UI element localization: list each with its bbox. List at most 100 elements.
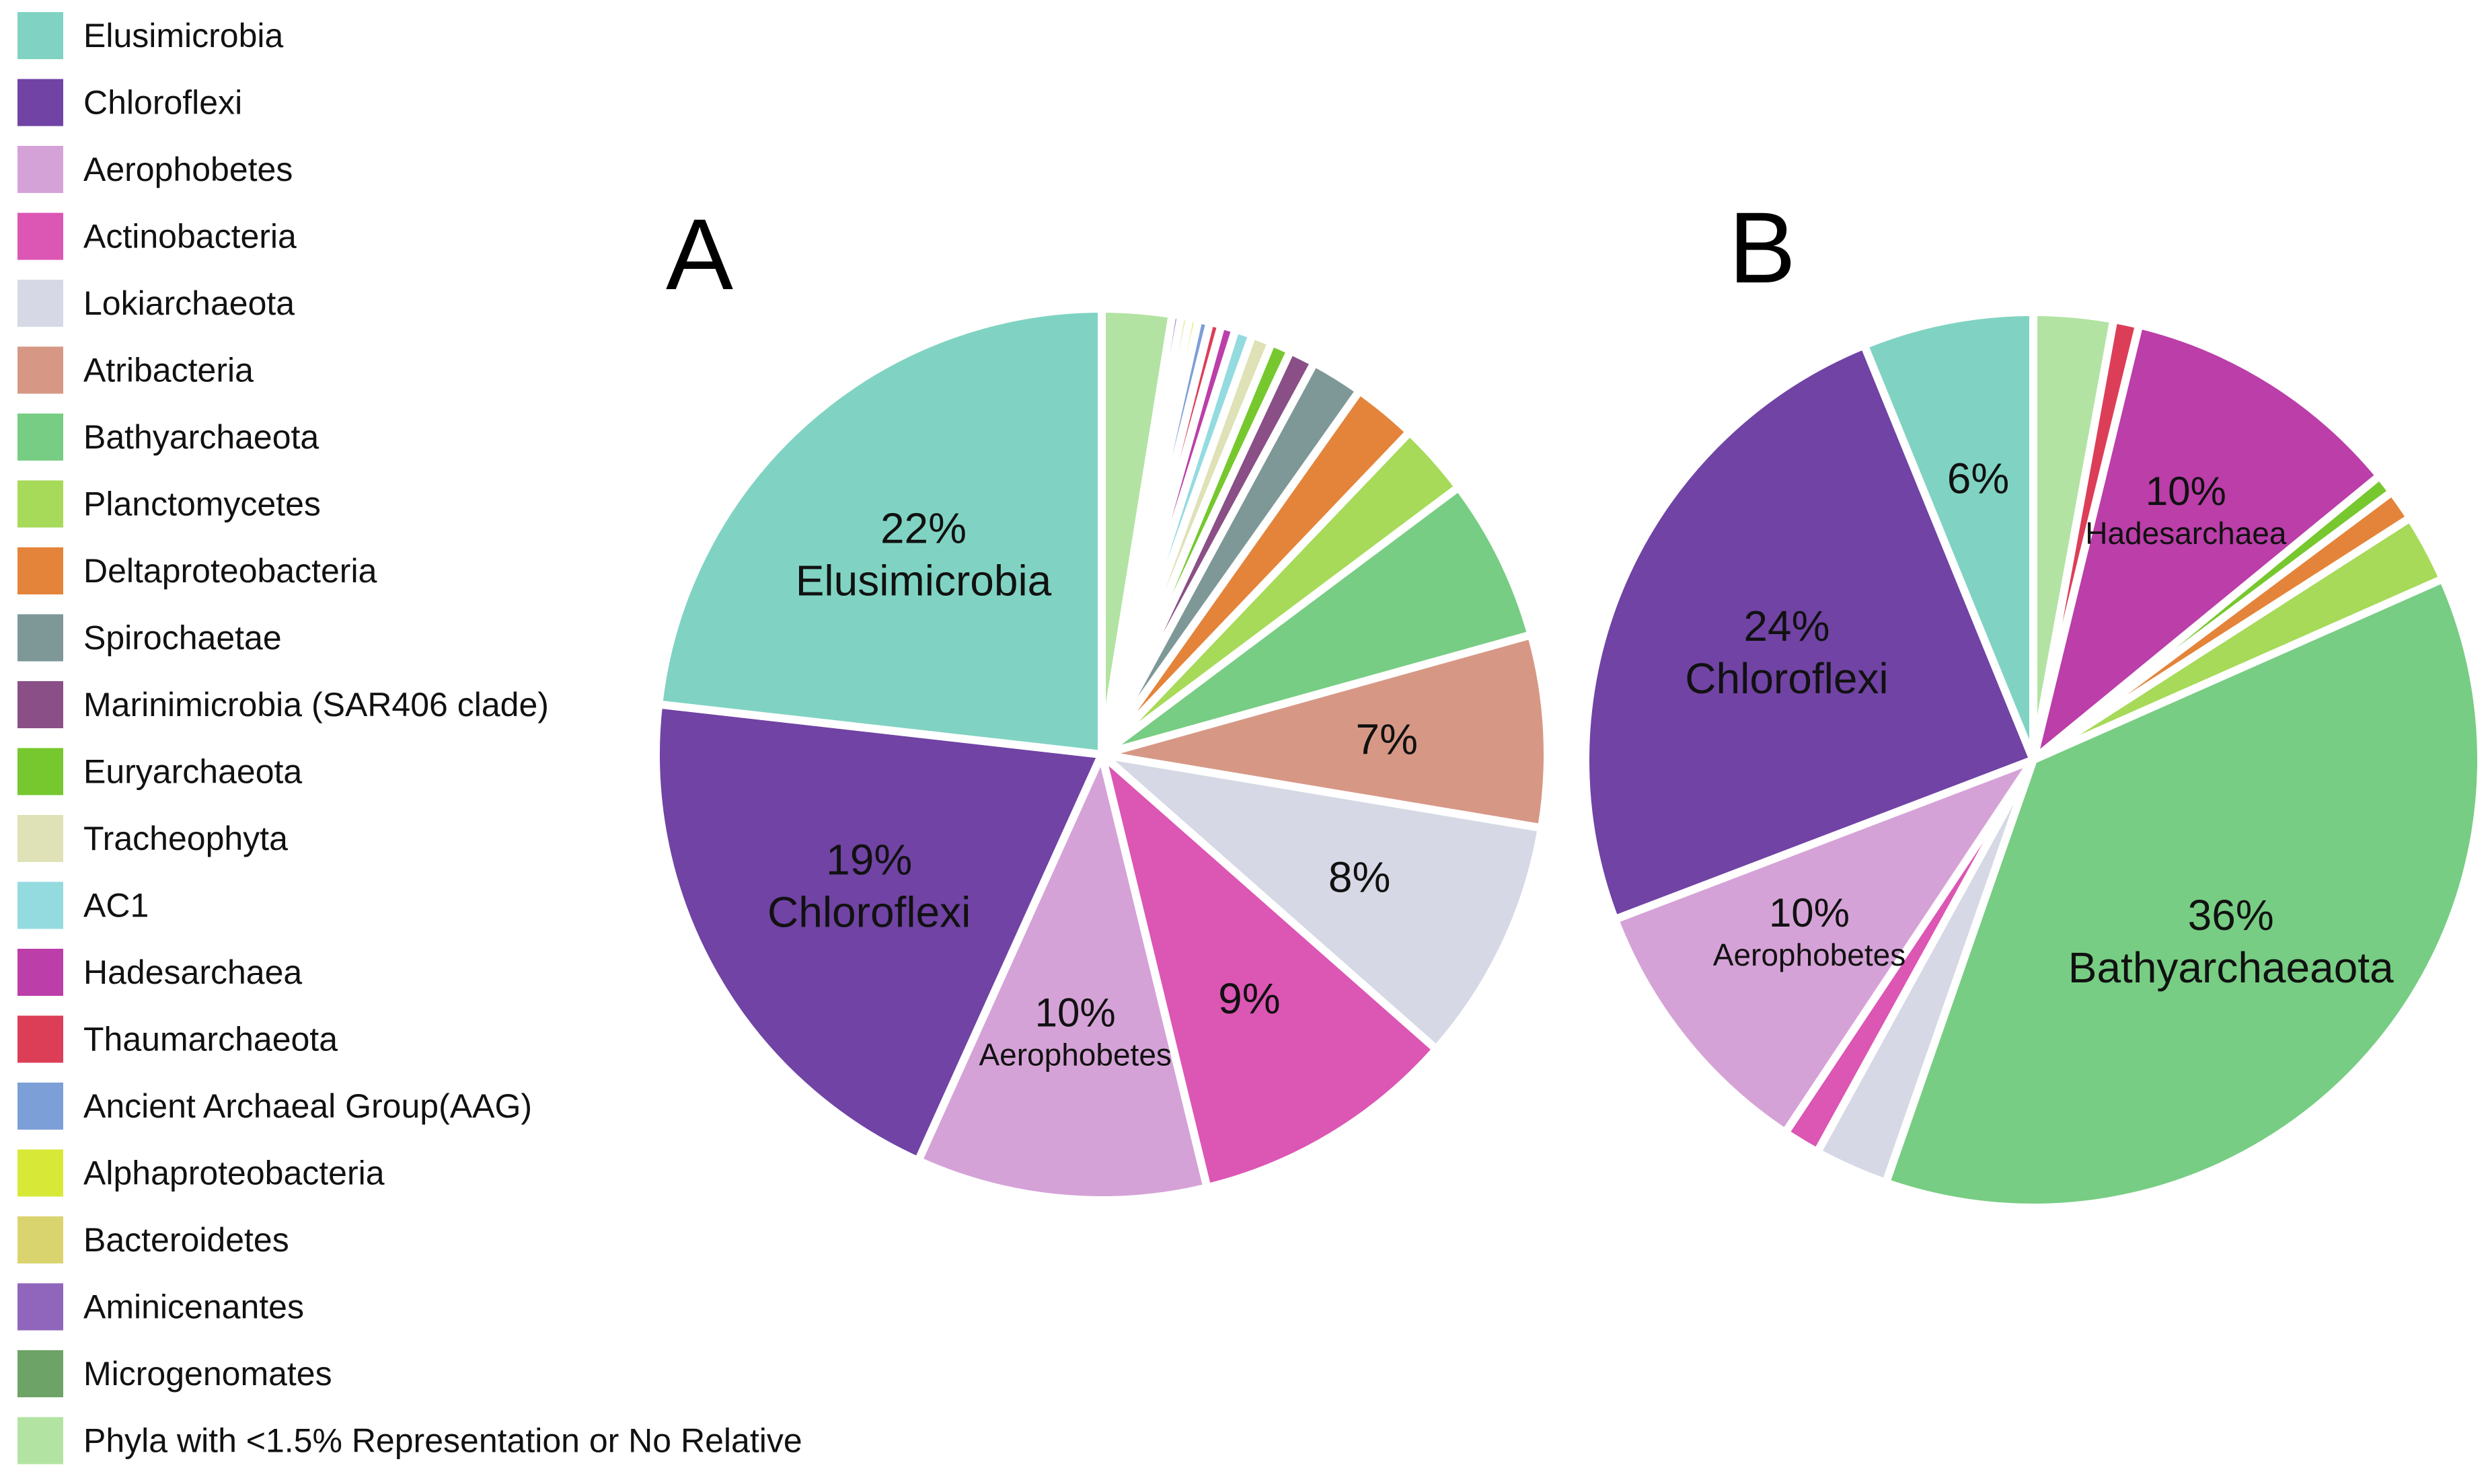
legend-item: Thaumarchaeota [17, 1015, 338, 1063]
legend-swatch-other [17, 1417, 63, 1465]
slice-percent-label: 22% [880, 504, 967, 552]
legend-item: Bacteroidetes [17, 1216, 289, 1263]
slice-percent-label: 8% [1328, 853, 1391, 901]
legend-swatch-hadesarchaea [17, 949, 63, 996]
legend-item: Atribacteria [17, 346, 254, 394]
legend-item: AC1 [17, 882, 149, 929]
legend-label: Deltaproteobacteria [83, 552, 377, 590]
legend-swatch-euryarchaeota [17, 748, 63, 795]
legend-swatch-ac1 [17, 882, 63, 929]
legend-label: Planctomycetes [83, 485, 321, 523]
panel-b-title: B [1729, 191, 1796, 304]
legend-item: Aminicenantes [17, 1283, 304, 1331]
legend-swatch-actinobacteria [17, 212, 63, 260]
legend-label: Marinimicrobia (SAR406 clade) [83, 686, 549, 724]
legend-label: AC1 [83, 887, 149, 925]
legend-item: Alphaproteobacteria [17, 1149, 385, 1197]
slice-percent-label: 7% [1355, 715, 1418, 764]
legend-item: Marinimicrobia (SAR406 clade) [17, 681, 549, 728]
legend-item: Lokiarchaeota [17, 280, 295, 327]
legend-swatch-chloroflexi [17, 79, 63, 126]
legend-label: Euryarchaeota [83, 753, 302, 791]
legend-swatch-aminicenantes [17, 1283, 63, 1331]
slice-name-label: Hadesarchaea [2085, 516, 2287, 551]
slice-name-label: Chloroflexi [767, 888, 971, 937]
legend-label: Elusimicrobia [83, 17, 284, 54]
pie-chart-a: 7% 8% 9% 10%Aerophobetes 19%Chloroflexi 22%El… [652, 305, 1552, 1204]
slice-percent-label: 6% [1947, 455, 2010, 503]
legend-label: Hadesarchaea [83, 953, 302, 991]
slice-hadesarchaea [2029, 320, 2384, 764]
slice-name-label: Chloroflexi [1685, 654, 1888, 703]
legend-swatch-tracheophyta [17, 815, 63, 862]
legend-swatch-atribacteria [17, 346, 63, 394]
slice-percent-label: 24% [1743, 602, 1829, 650]
legend-swatch-planctomycetes [17, 480, 63, 528]
slice-percent-label: 19% [826, 836, 912, 884]
pie-chart-b: 10%Hadesarchaea36%Bathyarchaeaota10%Aero… [1581, 308, 2486, 1212]
legend-item: Spirochaetae [17, 614, 282, 662]
legend-item: Deltaproteobacteria [17, 547, 377, 594]
legend: Elusimicrobia Chloroflexi Aerophobetes Acti… [17, 12, 802, 1465]
legend-label: Alphaproteobacteria [83, 1155, 385, 1192]
slice-atribacteria [1098, 631, 1552, 832]
slice-percent-label: 10% [2146, 469, 2226, 514]
slice-aerophobetes [1610, 756, 2037, 1137]
legend-swatch-aag [17, 1083, 63, 1130]
legend-label: Bathyarchaeota [83, 418, 319, 456]
legend-label: Microgenomates [83, 1355, 332, 1393]
legend-swatch-alphaproteobacteria [17, 1149, 63, 1197]
slice-elusimicrobia [1860, 308, 2037, 764]
slice-bathyarchaeota [1881, 574, 2486, 1212]
legend-item: Elusimicrobia [17, 12, 284, 59]
legend-label: Chloroflexi [83, 84, 242, 122]
slice-percent-label: 9% [1218, 974, 1281, 1023]
legend-item: Bathyarchaeota [17, 414, 319, 461]
legend-item: Tracheophyta [17, 815, 288, 862]
slice-name-label: Bathyarchaeaota [2068, 943, 2394, 992]
legend-label: Thaumarchaeota [83, 1021, 338, 1058]
legend-label: Phyla with <1.5% Representation or No Re… [83, 1422, 802, 1460]
legend-label: Tracheophyta [83, 820, 288, 857]
legend-item: Microgenomates [17, 1350, 332, 1397]
slice-aerophobetes [914, 750, 1211, 1204]
legend-item: Planctomycetes [17, 480, 321, 528]
slice-chloroflexi [652, 700, 1106, 1165]
legend-item: Phyla with <1.5% Representation or No Re… [17, 1417, 802, 1465]
legend-swatch-spirochaetae [17, 614, 63, 662]
legend-label: Bacteroidetes [83, 1221, 289, 1259]
slice-actinobacteria [1098, 750, 1441, 1192]
slice-percent-label: 10% [1769, 890, 1850, 935]
legend-label: Aminicenantes [83, 1288, 304, 1326]
legend-swatch-marinimicrobia [17, 681, 63, 728]
legend-swatch-lokiarchaeota [17, 280, 63, 327]
legend-label: Atribacteria [83, 352, 254, 389]
slice-name-label: Elusimicrobia [796, 556, 1052, 604]
legend-label: Lokiarchaeota [83, 284, 295, 322]
legend-swatch-thaumarchaeota [17, 1015, 63, 1063]
legend-label: Ancient Archaeal Group(AAG) [83, 1087, 532, 1125]
slice-name-label: Aerophobetes [979, 1037, 1171, 1072]
legend-item: Euryarchaeota [17, 748, 302, 795]
legend-item: Aerophobetes [17, 146, 293, 193]
legend-swatch-deltaproteobacteria [17, 547, 63, 594]
legend-item: Ancient Archaeal Group(AAG) [17, 1083, 532, 1130]
slice-lokiarchaeota [1098, 750, 1546, 1054]
slice-name-label: Aerophobetes [1713, 937, 1906, 972]
legend-swatch-aerophobetes [17, 146, 63, 193]
legend-label: Actinobacteria [83, 218, 297, 256]
legend-item: Actinobacteria [17, 212, 297, 260]
panel-a-title: A [666, 198, 733, 311]
slice-percent-label: 10% [1035, 990, 1116, 1035]
legend-swatch-bacteroidetes [17, 1216, 63, 1263]
legend-swatch-microgenomates [17, 1350, 63, 1397]
slice-elusimicrobia [654, 305, 1106, 758]
slice-bathyarchaeota [1098, 483, 1536, 758]
legend-label: Spirochaetae [83, 619, 282, 657]
legend-item: Hadesarchaea [17, 949, 302, 996]
legend-item: Chloroflexi [17, 79, 242, 126]
legend-label: Aerophobetes [83, 151, 293, 188]
legend-swatch-elusimicrobia [17, 12, 63, 59]
slice-percent-label: 36% [2188, 891, 2274, 939]
